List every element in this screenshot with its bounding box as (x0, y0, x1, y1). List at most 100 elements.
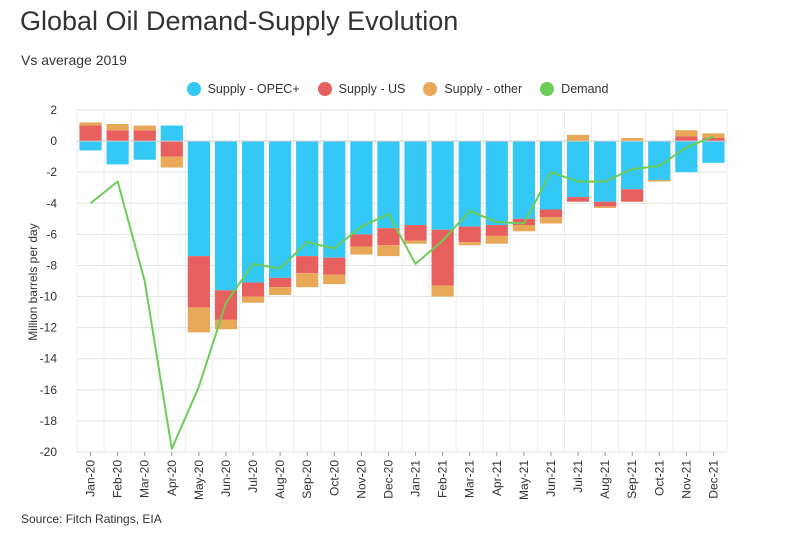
bar-opec (350, 141, 373, 235)
bar-opec (431, 141, 454, 230)
demand-line (89, 135, 714, 450)
bar-other (594, 206, 617, 208)
x-tick-label: Aug-20 (273, 460, 287, 499)
bar-other (431, 285, 454, 297)
x-tick-label: Jun-20 (219, 460, 233, 497)
x-tick-label: Nov-20 (354, 460, 368, 499)
x-tick-label: Feb-20 (111, 460, 125, 498)
bar-opec (675, 141, 698, 173)
x-tick-label: Oct-20 (327, 460, 341, 496)
bar-other (269, 287, 292, 295)
legend-item-other[interactable]: Supply - other (423, 82, 522, 96)
bar-other (485, 235, 508, 244)
bar-us (133, 130, 156, 142)
bar-us (323, 257, 346, 275)
bar-opec (539, 141, 563, 210)
x-tick-label: Apr-21 (490, 460, 504, 496)
bar-opec (79, 141, 102, 151)
bar-us (621, 189, 644, 202)
y-tick-label: -8 (46, 258, 57, 272)
bar-other (323, 274, 346, 285)
x-tick-label: Jul-21 (571, 460, 585, 493)
legend-marker-us (317, 82, 332, 96)
x-tick-label: Sep-20 (300, 460, 314, 499)
y-tick-label: -14 (40, 352, 58, 366)
bar-other (106, 123, 129, 131)
bar-us (269, 277, 292, 288)
bar-opec (458, 141, 481, 227)
bar-us (160, 141, 183, 157)
bar-other (133, 125, 156, 131)
x-tick-label: Jul-20 (246, 460, 260, 493)
x-tick-label: Sep-21 (625, 460, 639, 499)
bar-other (79, 122, 102, 126)
bar-opec (296, 141, 319, 257)
bar-opec (241, 141, 265, 283)
bar-opec (323, 141, 346, 258)
bar-opec (512, 141, 535, 219)
legend-label-demand: Demand (561, 82, 609, 96)
bar-us (594, 201, 617, 207)
bar-us (106, 130, 129, 142)
bar-opec (377, 141, 400, 229)
bar-other (648, 179, 671, 182)
bar-other (241, 296, 265, 303)
bar-other (160, 156, 183, 168)
bar-other (296, 273, 319, 288)
y-tick-label: -18 (40, 414, 58, 428)
bar-other (675, 130, 698, 137)
bar-opec (621, 141, 644, 190)
bar-other (187, 307, 210, 333)
bar-other (566, 134, 590, 142)
bar-us (702, 137, 725, 142)
y-tick-label: -20 (40, 445, 58, 459)
bar-us (296, 256, 319, 274)
bar-other (377, 245, 400, 257)
bar-us (187, 256, 210, 308)
legend-label-opec: Supply - OPEC+ (207, 82, 300, 96)
legend-marker-opec (186, 82, 201, 96)
bar-us (350, 234, 373, 247)
x-tick-label: Aug-21 (598, 460, 612, 499)
bar-opec (566, 141, 590, 198)
chart-legend: Supply - OPEC+ Supply - US Supply - othe… (0, 82, 795, 96)
legend-item-opec[interactable]: Supply - OPEC+ (186, 82, 300, 96)
source-note: Source: Fitch Ratings, EIA (21, 512, 162, 526)
bar-opec (214, 141, 238, 291)
bar-other (512, 225, 535, 232)
x-tick-label: May-20 (192, 460, 206, 500)
chart-title: Global Oil Demand-Supply Evolution (20, 6, 459, 36)
bar-us (241, 282, 265, 297)
legend-item-us[interactable]: Supply - US (317, 82, 405, 96)
bar-us (566, 197, 590, 202)
bar-us (431, 229, 454, 286)
x-tick-label: Mar-20 (138, 460, 152, 498)
bar-opec (485, 141, 508, 226)
bar-other (350, 246, 373, 255)
bar-opec (404, 141, 427, 226)
bar-other (458, 242, 481, 246)
x-tick-label: Jan-21 (409, 460, 423, 497)
bar-opec (648, 141, 671, 180)
y-tick-label: -4 (46, 196, 57, 210)
bar-us (458, 226, 481, 243)
legend-marker-demand (540, 82, 555, 96)
x-tick-label: Nov-21 (679, 460, 693, 499)
y-tick-label: -16 (40, 383, 58, 397)
x-tick-label: Oct-21 (652, 460, 666, 496)
legend-item-demand[interactable]: Demand (540, 82, 608, 96)
bar-other (214, 319, 238, 330)
y-tick-label: -6 (46, 227, 57, 241)
bar-opec (160, 125, 183, 142)
legend-marker-other (423, 82, 438, 96)
bar-opec (187, 141, 210, 257)
x-tick-label: Mar-21 (463, 460, 477, 498)
chart-subtitle: Vs average 2019 (21, 52, 127, 68)
bar-other (621, 137, 644, 142)
bar-us (675, 136, 698, 142)
y-tick-label: -2 (46, 165, 57, 179)
x-tick-label: Jun-21 (544, 460, 558, 497)
x-tick-label: Feb-21 (436, 460, 450, 498)
bar-us (539, 209, 563, 218)
